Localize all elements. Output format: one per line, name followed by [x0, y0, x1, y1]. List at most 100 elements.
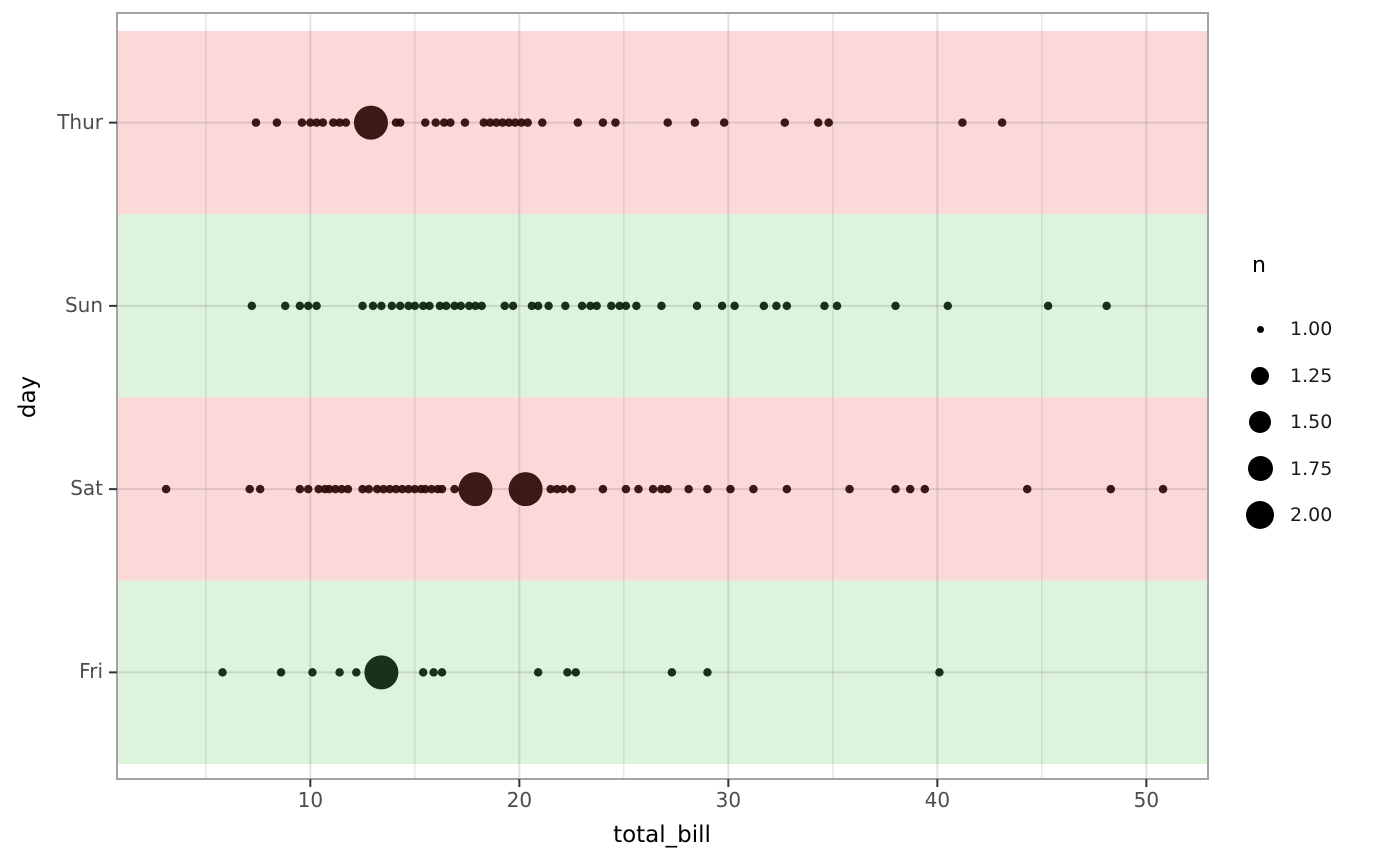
data-point-sat — [410, 484, 420, 494]
legend-entry-label: 1.75 — [1290, 457, 1333, 480]
legend-dot-icon — [1256, 325, 1264, 333]
data-point-thur — [719, 118, 729, 127]
data-point-thur — [395, 118, 405, 127]
data-point-thur — [492, 118, 501, 127]
legend-dot-icon — [1246, 501, 1274, 530]
x-tick-label-10: 10 — [297, 788, 324, 812]
data-point-sun — [387, 301, 397, 311]
data-point-sat — [458, 472, 493, 507]
data-point-thur — [504, 118, 514, 127]
data-point-sat — [427, 484, 436, 494]
data-point-sun — [1043, 301, 1053, 311]
data-point-thur — [479, 118, 489, 127]
data-point-sat — [598, 484, 608, 494]
data-point-sun — [533, 301, 543, 311]
data-point-fri — [429, 668, 438, 677]
data-point-thur — [573, 118, 583, 127]
x-tick-label-40: 40 — [924, 788, 951, 812]
legend-entry-label: 2.00 — [1290, 504, 1333, 527]
data-point-sun — [820, 301, 829, 311]
data-point-thur — [498, 118, 507, 127]
data-point-thur — [439, 118, 449, 127]
data-point-sun — [1102, 301, 1111, 311]
data-point-thur — [663, 118, 672, 127]
data-point-sun — [471, 301, 480, 311]
data-point-thur — [460, 118, 470, 127]
data-point-sat — [552, 484, 562, 494]
data-point-sat — [1158, 484, 1168, 494]
legend-dot-icon — [1247, 456, 1273, 482]
data-point-sat — [372, 484, 382, 494]
data-point-thur — [510, 118, 520, 127]
legend-key — [1240, 366, 1280, 385]
data-point-fri — [218, 668, 227, 677]
data-point-fri — [308, 668, 317, 677]
data-point-sun — [477, 301, 486, 311]
data-point-sun — [621, 301, 631, 311]
data-point-sat — [404, 484, 413, 494]
legend-items: 1.00 1.25 1.50 1.75 2.00 — [1240, 306, 1390, 539]
data-point-thur — [523, 118, 532, 127]
data-point-sat — [303, 484, 313, 494]
data-point-sun — [607, 301, 616, 311]
data-point-sun — [425, 301, 434, 311]
data-point-thur — [538, 118, 547, 127]
data-point-sun — [592, 301, 601, 311]
data-point-sat — [684, 484, 693, 494]
x-tick-label-30: 30 — [715, 788, 742, 812]
data-point-sat — [621, 484, 631, 494]
data-point-sun — [247, 301, 257, 311]
data-point-sat — [314, 484, 323, 494]
data-point-sat — [726, 484, 735, 494]
data-point-sun — [368, 301, 378, 311]
data-point-sun — [717, 301, 727, 311]
data-point-sun — [441, 301, 451, 311]
x-axis-title: total_bill — [613, 822, 711, 848]
legend-key — [1240, 325, 1280, 333]
data-point-sat — [450, 484, 459, 494]
data-point-sun — [544, 301, 553, 311]
legend-item-1.75: 1.75 — [1240, 446, 1390, 493]
data-point-sat — [663, 484, 672, 494]
data-point-sat — [324, 484, 334, 494]
data-point-sat — [1022, 484, 1032, 494]
data-point-fri — [533, 668, 543, 677]
legend-item-1.25: 1.25 — [1240, 353, 1390, 400]
data-point-sun — [280, 301, 290, 311]
data-point-sat — [358, 484, 367, 494]
data-point-sun — [404, 301, 413, 311]
data-point-thur — [251, 118, 261, 127]
size-legend: n 1.00 1.25 1.50 1.75 2.00 — [1240, 253, 1390, 539]
data-point-sat — [845, 484, 854, 494]
data-point-sun — [657, 301, 666, 311]
data-point-sat — [255, 484, 265, 494]
data-point-sat — [379, 484, 388, 494]
data-point-thur — [297, 118, 307, 127]
data-point-sun — [464, 301, 474, 311]
data-point-fri — [571, 668, 581, 677]
data-point-sat — [343, 484, 353, 494]
data-point-fri — [335, 668, 344, 677]
panel-border — [116, 12, 1209, 780]
legend-item-1.50: 1.50 — [1240, 399, 1390, 446]
data-point-sun — [395, 301, 405, 311]
data-point-thur — [958, 118, 967, 127]
data-point-thur — [446, 118, 455, 127]
data-point-sat — [782, 484, 792, 494]
data-point-sun — [632, 301, 641, 311]
data-point-thur — [306, 118, 315, 127]
data-point-thur — [329, 118, 338, 127]
data-point-fri — [276, 668, 286, 677]
x-tick-label-20: 20 — [506, 788, 533, 812]
data-point-fri — [563, 668, 572, 677]
data-point-sun — [527, 301, 537, 311]
legend-item-2.00: 2.00 — [1240, 492, 1390, 539]
data-point-fri — [364, 655, 399, 690]
legend-dot-icon — [1251, 366, 1269, 385]
data-point-sun — [450, 301, 459, 311]
data-point-sat — [364, 484, 374, 494]
data-point-thur — [598, 118, 608, 127]
data-point-sun — [615, 301, 624, 311]
y-tick-label-sat: Sat — [70, 476, 103, 501]
